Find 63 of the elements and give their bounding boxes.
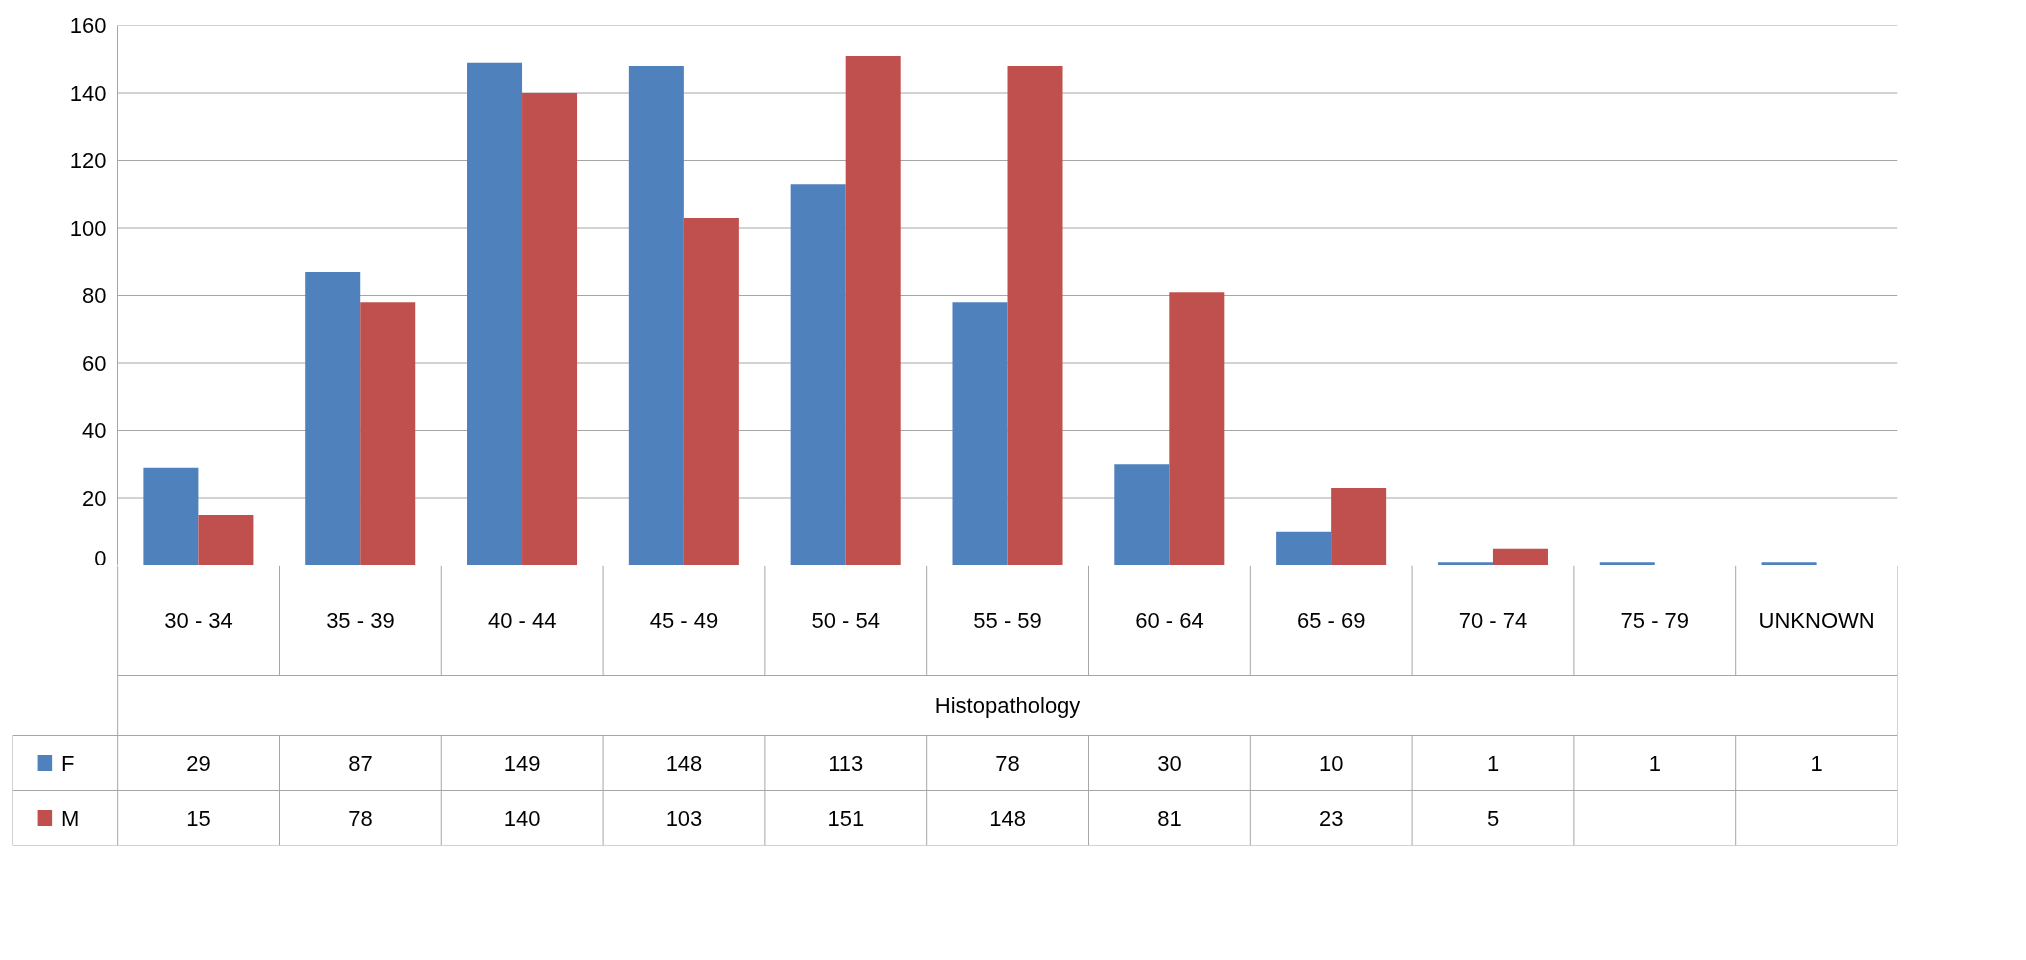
bar	[952, 302, 1008, 565]
y-tick-label: 60	[82, 350, 107, 376]
data-label: 15	[186, 805, 211, 831]
bar	[1331, 487, 1387, 565]
x-tick-label: 30 - 34	[164, 608, 233, 633]
y-tick-label: 20	[82, 485, 107, 511]
x-tick-label: 55 - 59	[973, 608, 1042, 633]
bar	[1599, 562, 1655, 565]
bar	[1276, 531, 1332, 565]
x-tick-label: 35 - 39	[326, 608, 395, 633]
x-tick-label: 70 - 74	[1458, 608, 1528, 633]
data-label: 30	[1157, 750, 1182, 776]
bar	[198, 514, 254, 565]
bar	[845, 55, 901, 565]
y-tick-label: 40	[82, 418, 107, 443]
x-tick-label: 65 - 69	[1296, 608, 1366, 633]
bar	[305, 271, 361, 565]
data-label: 113	[828, 750, 864, 776]
data-label: 23	[1318, 805, 1344, 831]
bar	[1492, 548, 1548, 565]
data-label: 151	[827, 805, 865, 831]
data-label: 10	[1318, 750, 1344, 776]
x-tick-label: UNKNOWN	[1758, 608, 1875, 633]
data-label: 103	[665, 805, 703, 831]
data-label: 29	[186, 750, 211, 776]
x-tick-label: 45 - 49	[649, 608, 719, 633]
bar	[360, 302, 416, 565]
bar	[1761, 562, 1817, 565]
x-axis-title: Histopathology	[934, 693, 1081, 718]
legend-label: F	[61, 750, 75, 776]
y-tick-label: 160	[69, 13, 107, 38]
data-label: 78	[995, 750, 1020, 776]
bar	[1437, 562, 1493, 565]
bar	[1169, 292, 1225, 565]
x-tick-label: 75 - 79	[1620, 608, 1690, 633]
legend-label: M	[61, 805, 80, 831]
data-label: 148	[665, 750, 703, 776]
bar	[143, 467, 199, 565]
data-label: 5	[1486, 805, 1500, 831]
y-tick-label: 0	[94, 545, 107, 571]
data-label: 81	[1157, 805, 1182, 831]
x-tick-label: 40 - 44	[487, 608, 557, 633]
bar	[1007, 66, 1063, 565]
data-label: 78	[348, 805, 373, 831]
bar	[790, 184, 846, 565]
y-tick-label: 100	[69, 215, 107, 241]
y-tick-label: 80	[82, 283, 107, 308]
data-label: 149	[503, 750, 541, 776]
bar	[1114, 464, 1170, 565]
bar	[467, 62, 523, 565]
y-tick-label: 140	[69, 80, 107, 106]
data-label: 1	[1648, 750, 1661, 776]
bar	[522, 93, 578, 565]
data-label: 87	[348, 750, 373, 776]
data-label: 1	[1486, 750, 1500, 776]
bar	[628, 66, 684, 565]
x-tick-label: 50 - 54	[811, 608, 881, 633]
data-label: 148	[989, 805, 1026, 831]
data-label: 1	[1810, 750, 1823, 776]
bar	[683, 217, 739, 565]
x-tick-label: 60 - 64	[1135, 608, 1204, 633]
data-label: 140	[503, 805, 541, 831]
y-tick-label: 120	[69, 148, 107, 173]
